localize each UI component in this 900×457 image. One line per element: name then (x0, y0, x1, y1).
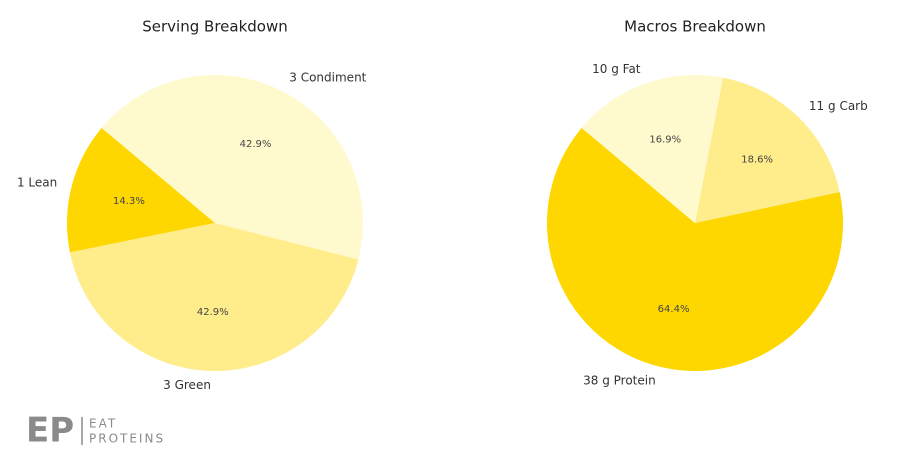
pie-slice (69, 223, 359, 372)
percent-label: 64.4% (658, 304, 690, 315)
pie-slice (695, 77, 840, 223)
slice-label: 10 g Fat (592, 62, 641, 76)
slice-label: 1 Lean (17, 175, 57, 189)
percent-label: 18.6% (741, 155, 773, 166)
percent-label: 14.3% (113, 196, 145, 207)
slice-label: 11 g Carb (809, 99, 868, 113)
chart-title: Serving Breakdown (142, 18, 287, 36)
chart-title: Macros Breakdown (624, 18, 766, 36)
slice-label: 3 Green (163, 378, 211, 392)
pie-slice (547, 127, 843, 371)
slice-label: 38 g Protein (583, 373, 656, 387)
pie-slice (67, 127, 215, 253)
logo-text: PROTEINS (89, 432, 165, 446)
percent-label: 16.9% (649, 134, 681, 145)
pie-slice (581, 75, 723, 223)
logo-mark: EP (26, 411, 74, 451)
percent-label: 42.9% (240, 139, 272, 150)
pie-slice (101, 74, 363, 260)
slice-label: 3 Condiment (289, 71, 366, 85)
percent-label: 42.9% (197, 307, 229, 318)
logo-text: EAT (89, 417, 117, 431)
